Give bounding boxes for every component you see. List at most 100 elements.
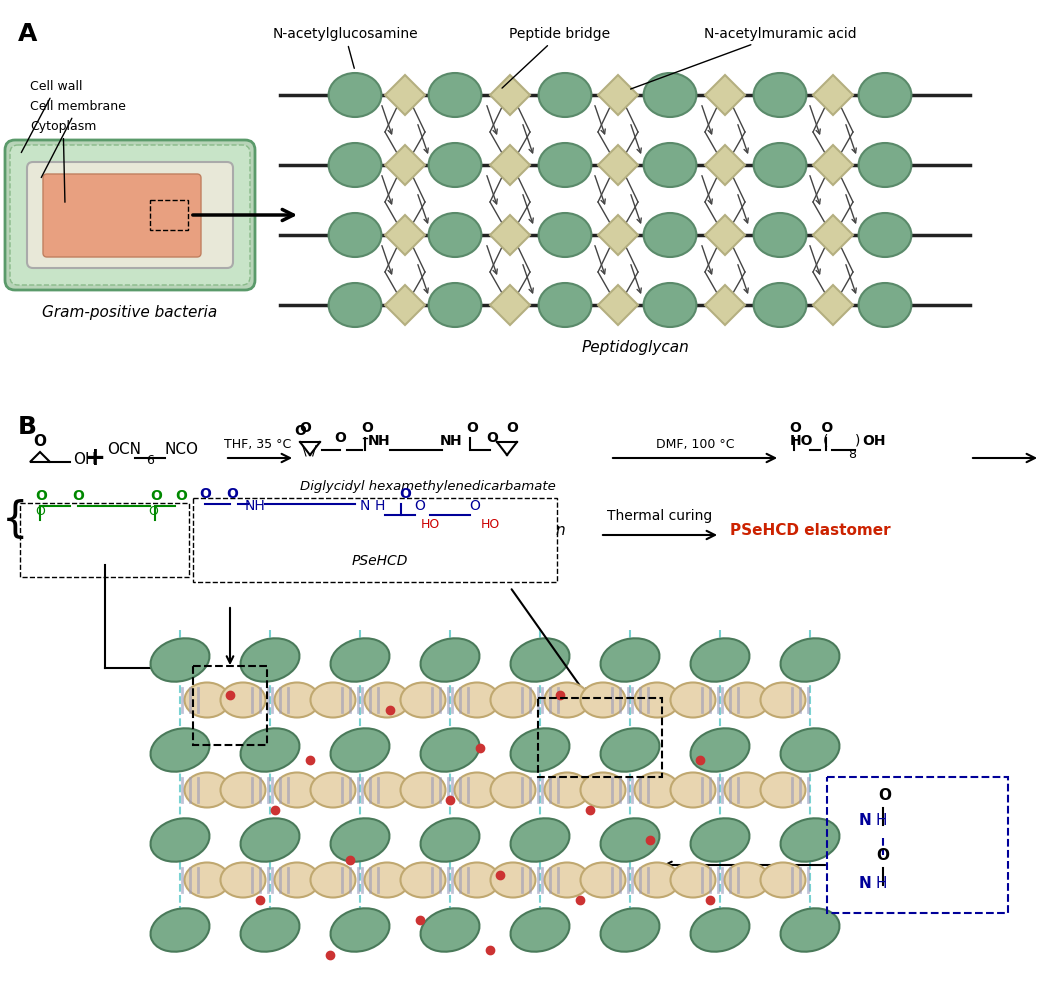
Text: Peptide bridge: Peptide bridge bbox=[502, 27, 610, 88]
Ellipse shape bbox=[761, 773, 805, 808]
Text: n: n bbox=[555, 523, 564, 538]
Ellipse shape bbox=[601, 639, 660, 682]
Ellipse shape bbox=[761, 683, 805, 718]
Ellipse shape bbox=[781, 639, 839, 682]
Text: O: O bbox=[879, 788, 891, 803]
Ellipse shape bbox=[539, 73, 591, 117]
Text: Cell membrane: Cell membrane bbox=[30, 100, 126, 177]
Polygon shape bbox=[490, 215, 530, 255]
Text: H: H bbox=[378, 434, 389, 448]
Ellipse shape bbox=[634, 773, 679, 808]
Ellipse shape bbox=[329, 143, 381, 187]
Text: DMF, 100 °C: DMF, 100 °C bbox=[656, 438, 734, 451]
Ellipse shape bbox=[185, 863, 229, 898]
Text: O: O bbox=[226, 487, 238, 500]
Text: NH: NH bbox=[245, 499, 265, 513]
Text: O: O bbox=[294, 424, 306, 438]
Ellipse shape bbox=[539, 213, 591, 257]
Text: PSeHCD elastomer: PSeHCD elastomer bbox=[730, 523, 890, 538]
Ellipse shape bbox=[420, 908, 480, 952]
Ellipse shape bbox=[329, 73, 381, 117]
Text: O: O bbox=[361, 421, 372, 435]
Ellipse shape bbox=[858, 73, 911, 117]
Ellipse shape bbox=[331, 818, 389, 862]
Text: O: O bbox=[150, 489, 162, 503]
Ellipse shape bbox=[241, 729, 299, 772]
Text: O: O bbox=[486, 431, 498, 445]
Text: OH: OH bbox=[862, 434, 886, 448]
Ellipse shape bbox=[241, 639, 299, 682]
Ellipse shape bbox=[275, 863, 319, 898]
Ellipse shape bbox=[151, 818, 209, 862]
Text: H: H bbox=[875, 876, 887, 891]
Ellipse shape bbox=[151, 908, 209, 952]
Ellipse shape bbox=[454, 683, 500, 718]
Ellipse shape bbox=[365, 773, 410, 808]
Ellipse shape bbox=[691, 639, 749, 682]
Ellipse shape bbox=[753, 143, 806, 187]
Polygon shape bbox=[705, 215, 745, 255]
Ellipse shape bbox=[691, 729, 749, 772]
FancyBboxPatch shape bbox=[5, 140, 255, 290]
Ellipse shape bbox=[781, 908, 839, 952]
Text: O: O bbox=[506, 421, 518, 435]
Ellipse shape bbox=[331, 639, 389, 682]
Text: B: B bbox=[18, 415, 37, 439]
Ellipse shape bbox=[490, 773, 536, 808]
Ellipse shape bbox=[221, 683, 265, 718]
Ellipse shape bbox=[544, 683, 590, 718]
Ellipse shape bbox=[634, 863, 679, 898]
Polygon shape bbox=[813, 285, 853, 325]
Bar bbox=[131, 620, 830, 960]
Text: N-acetylglucosamine: N-acetylglucosamine bbox=[273, 27, 418, 68]
Text: (: ( bbox=[823, 434, 829, 448]
Text: H: H bbox=[375, 499, 385, 513]
Text: O: O bbox=[399, 487, 411, 500]
Text: Gram-positive bacteria: Gram-positive bacteria bbox=[42, 305, 218, 320]
Ellipse shape bbox=[221, 863, 265, 898]
Ellipse shape bbox=[761, 863, 805, 898]
Ellipse shape bbox=[691, 908, 749, 952]
Ellipse shape bbox=[858, 283, 911, 327]
Ellipse shape bbox=[580, 863, 626, 898]
Polygon shape bbox=[598, 75, 638, 115]
Text: Peptidoglycan: Peptidoglycan bbox=[581, 340, 689, 355]
Ellipse shape bbox=[329, 283, 381, 327]
Ellipse shape bbox=[601, 908, 660, 952]
Ellipse shape bbox=[671, 863, 715, 898]
Ellipse shape bbox=[634, 683, 679, 718]
Ellipse shape bbox=[329, 213, 381, 257]
Text: O: O bbox=[35, 489, 47, 503]
Ellipse shape bbox=[544, 773, 590, 808]
Ellipse shape bbox=[725, 683, 769, 718]
Text: HO: HO bbox=[790, 434, 814, 448]
Text: N: N bbox=[360, 499, 370, 513]
Text: N: N bbox=[368, 434, 380, 448]
Text: O: O bbox=[470, 499, 481, 513]
Ellipse shape bbox=[510, 729, 570, 772]
Text: H: H bbox=[875, 813, 887, 828]
Ellipse shape bbox=[725, 773, 769, 808]
Text: Cytoplasm: Cytoplasm bbox=[30, 120, 97, 202]
Text: O    O: O O bbox=[790, 421, 833, 435]
Ellipse shape bbox=[221, 773, 265, 808]
Polygon shape bbox=[385, 75, 425, 115]
Ellipse shape bbox=[420, 729, 480, 772]
Ellipse shape bbox=[400, 863, 446, 898]
Ellipse shape bbox=[365, 683, 410, 718]
Ellipse shape bbox=[151, 729, 209, 772]
Text: O: O bbox=[72, 489, 84, 503]
Text: Diglycidyl hexamethylenedicarbamate: Diglycidyl hexamethylenedicarbamate bbox=[300, 480, 556, 493]
Ellipse shape bbox=[781, 729, 839, 772]
Ellipse shape bbox=[580, 683, 626, 718]
Polygon shape bbox=[490, 145, 530, 185]
Polygon shape bbox=[385, 145, 425, 185]
Ellipse shape bbox=[241, 908, 299, 952]
Text: OCN: OCN bbox=[107, 442, 141, 457]
Text: O: O bbox=[299, 421, 311, 435]
Polygon shape bbox=[813, 145, 853, 185]
Ellipse shape bbox=[858, 143, 911, 187]
FancyBboxPatch shape bbox=[10, 145, 250, 285]
Ellipse shape bbox=[429, 213, 482, 257]
Ellipse shape bbox=[753, 213, 806, 257]
